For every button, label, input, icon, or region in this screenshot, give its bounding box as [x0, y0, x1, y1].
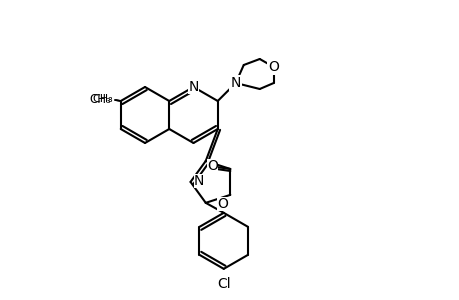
- Text: O: O: [268, 60, 279, 74]
- Text: CH₃: CH₃: [89, 92, 111, 106]
- Text: CH₃: CH₃: [92, 94, 112, 104]
- Text: O: O: [217, 197, 228, 211]
- Text: N: N: [193, 174, 203, 188]
- Text: O: O: [207, 159, 217, 173]
- Text: Cl: Cl: [217, 277, 230, 291]
- Text: N: N: [230, 76, 241, 90]
- Text: N: N: [188, 80, 198, 94]
